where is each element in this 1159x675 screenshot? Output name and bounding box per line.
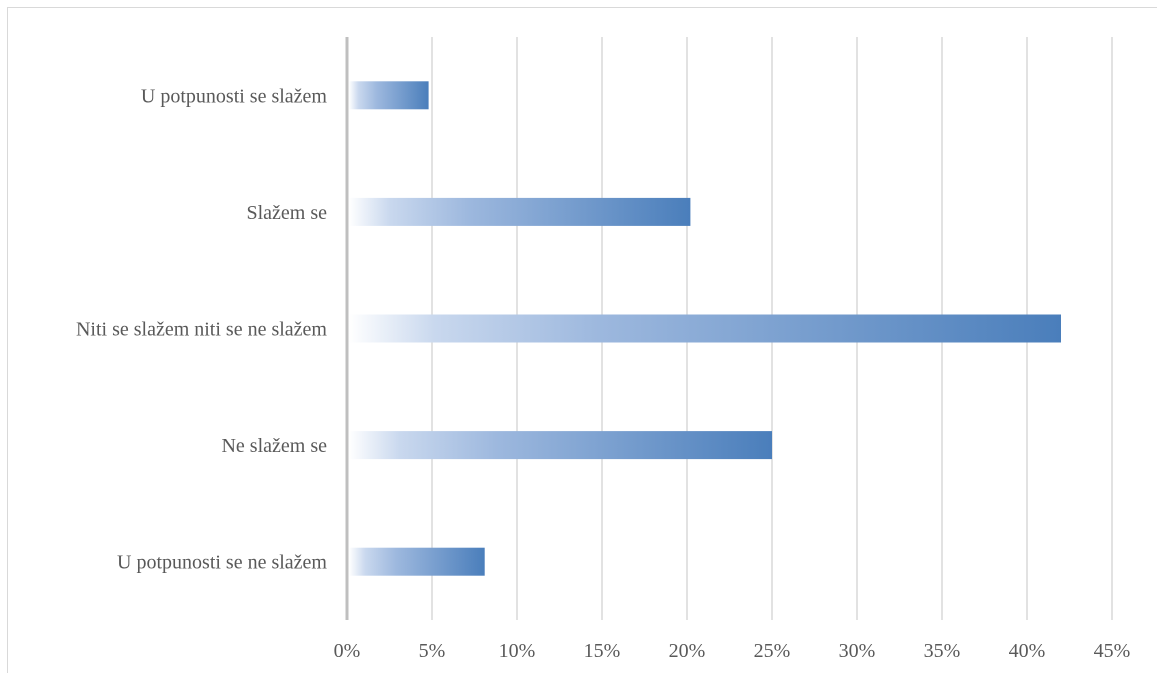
chart-frame: [7, 7, 1157, 673]
category-labels: U potpunosti se slažem Slažem se Niti se s…: [76, 85, 327, 573]
x-tick-label: 25%: [754, 640, 791, 662]
x-tick-label: 0%: [334, 640, 361, 662]
category-label: Ne slažem se: [221, 435, 327, 457]
bar: [349, 431, 772, 460]
x-axis-tick-labels: 0% 5% 10% 15% 20% 25% 30% 35% 40% 45%: [334, 640, 1131, 662]
bar: [349, 547, 485, 576]
x-tick-label: 35%: [924, 640, 961, 662]
bars: [349, 81, 1061, 576]
category-label: Slažem se: [246, 202, 327, 224]
x-tick-label: 10%: [499, 640, 536, 662]
bar: [349, 197, 691, 226]
category-label: U potpunosti se ne slažem: [117, 552, 327, 574]
bar: [349, 81, 429, 110]
x-tick-label: 30%: [839, 640, 876, 662]
x-tick-label: 45%: [1094, 640, 1131, 662]
x-tick-label: 20%: [669, 640, 706, 662]
bar: [349, 314, 1061, 343]
category-label: Niti se slažem niti se ne slažem: [76, 319, 327, 341]
x-tick-label: 40%: [1009, 640, 1046, 662]
category-label: U potpunosti se slažem: [141, 85, 328, 107]
x-tick-label: 15%: [584, 640, 621, 662]
x-tick-label: 5%: [419, 640, 446, 662]
